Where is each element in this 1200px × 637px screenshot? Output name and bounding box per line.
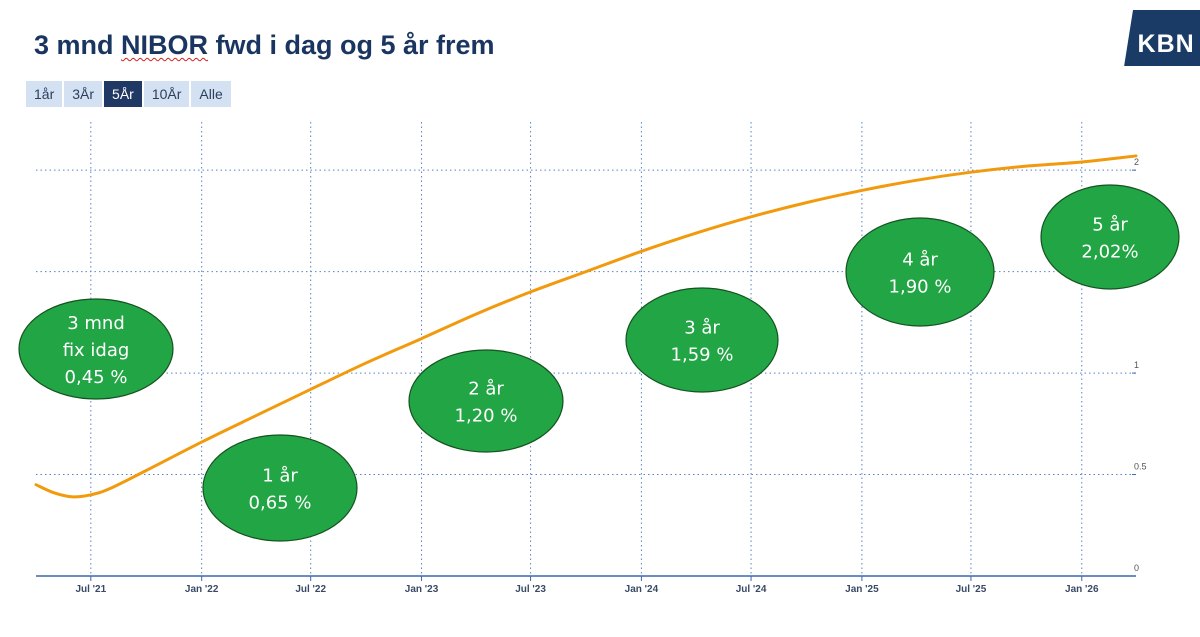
x-tick-label: Jan '25 [845, 584, 879, 595]
annotation-bubble: 1 år 0,65 % [202, 434, 358, 542]
bubble-shape [408, 349, 564, 453]
x-tick-label: Jul '21 [75, 584, 106, 595]
series-line [34, 154, 1138, 499]
x-tick-label: Jan '22 [185, 584, 219, 595]
range-selector: 1år 3År 5År 10År Alle [26, 81, 231, 107]
bubble-label: 1,20 % [455, 406, 518, 427]
bubble-label: 5 år [1092, 215, 1128, 236]
range-button-10y[interactable]: 10År [143, 81, 190, 107]
bubble-shape [625, 287, 779, 393]
bubble-label: 3 år [684, 318, 720, 339]
bubble-shape [202, 434, 358, 542]
annotation-bubble: 3 mnd fix idag 0,45 % [18, 298, 174, 400]
y-tick-label: 2 [1134, 157, 1139, 167]
bubble-label: 0,45 % [65, 367, 128, 388]
bubble-shape [845, 217, 995, 327]
bubble-label: 2,02% [1081, 242, 1138, 263]
bubble-label: 1,90 % [889, 277, 952, 298]
bubble-shape [1040, 184, 1180, 290]
bubble-label: fix idag [63, 340, 130, 361]
x-tick-label: Jul '23 [515, 584, 546, 595]
page-title: 3 mnd NIBOR fwd i dag og 5 år frem [34, 30, 495, 60]
bubble-shape [18, 298, 174, 400]
range-button-3y[interactable]: 3År [64, 81, 103, 107]
range-button-5y[interactable]: 5År [104, 81, 142, 107]
bubble-label: 3 mnd [67, 313, 125, 334]
x-tick-label: Jul '25 [956, 584, 987, 595]
annotation-bubble: 3 år 1,59 % [625, 287, 779, 393]
y-tick-label: 0 [1134, 563, 1139, 573]
x-tick-label: Jul '24 [736, 584, 767, 595]
bubble-label: 4 år [902, 250, 938, 271]
x-tick-label: Jul '22 [295, 584, 326, 595]
annotation-bubble: 5 år 2,02% [1040, 184, 1180, 290]
bubble-label: 1 år [262, 466, 298, 487]
x-tick-label: Jan '24 [625, 584, 659, 595]
range-button-all[interactable]: Alle [191, 81, 231, 107]
annotation-bubble: 4 år 1,90 % [845, 217, 995, 327]
y-tick-label: 1 [1134, 360, 1139, 370]
range-button-1y[interactable]: 1år [26, 81, 63, 107]
bubble-label: 0,65 % [249, 493, 312, 514]
x-tick-label: Jan '23 [405, 584, 439, 595]
bubble-label: 1,59 % [671, 345, 734, 366]
annotation-bubble: 2 år 1,20 % [408, 349, 564, 453]
x-tick-label: Jan '26 [1065, 584, 1099, 595]
y-tick-label: 0.5 [1134, 462, 1147, 472]
bubble-label: 2 år [468, 379, 504, 400]
